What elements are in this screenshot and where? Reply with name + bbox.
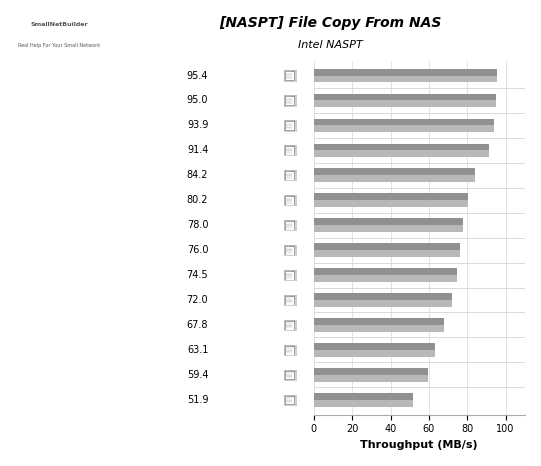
Bar <box>285 321 294 329</box>
Bar <box>314 219 464 225</box>
Bar <box>314 268 457 275</box>
Bar <box>314 243 459 257</box>
Bar <box>314 168 476 182</box>
Bar <box>285 221 294 230</box>
Bar <box>314 293 452 300</box>
Bar <box>285 371 294 379</box>
Text: 51.9: 51.9 <box>187 395 208 405</box>
Bar <box>285 346 294 355</box>
Bar <box>314 69 497 82</box>
Bar <box>285 296 294 305</box>
Text: 78.0: 78.0 <box>187 220 208 230</box>
Bar <box>314 219 464 232</box>
Bar <box>314 144 489 151</box>
Bar <box>314 168 476 175</box>
Bar <box>314 318 444 332</box>
Bar <box>314 393 413 400</box>
Bar <box>314 343 435 350</box>
Text: Intel NASPT: Intel NASPT <box>298 40 362 49</box>
Bar <box>285 196 294 205</box>
Bar <box>314 393 413 407</box>
Bar <box>285 71 294 80</box>
X-axis label: Throughput (MB/s): Throughput (MB/s) <box>360 440 478 450</box>
Bar <box>314 293 452 307</box>
Bar <box>314 368 428 382</box>
Text: 95.0: 95.0 <box>187 96 208 105</box>
Bar <box>314 193 467 207</box>
Bar <box>314 94 496 101</box>
Bar <box>314 343 435 357</box>
Text: 93.9: 93.9 <box>187 120 208 130</box>
Text: 67.8: 67.8 <box>187 320 208 330</box>
Text: 63.1: 63.1 <box>187 345 208 355</box>
Bar <box>285 396 294 404</box>
Bar <box>285 246 294 255</box>
Bar <box>314 118 494 132</box>
Bar <box>314 268 457 282</box>
Bar <box>314 318 444 325</box>
Text: 80.2: 80.2 <box>187 195 208 205</box>
Text: 91.4: 91.4 <box>187 145 208 155</box>
Text: 76.0: 76.0 <box>187 245 208 255</box>
Bar <box>285 96 294 105</box>
Bar <box>314 144 489 157</box>
Bar <box>314 69 497 75</box>
Bar <box>314 118 494 125</box>
Text: Real Help For Your Small Network: Real Help For Your Small Network <box>18 43 101 48</box>
Text: [NASPT] File Copy From NAS: [NASPT] File Copy From NAS <box>219 16 441 30</box>
Text: 72.0: 72.0 <box>187 295 208 305</box>
Text: 95.4: 95.4 <box>187 70 208 81</box>
Bar <box>285 271 294 280</box>
Bar <box>285 146 294 155</box>
Bar <box>285 171 294 180</box>
Bar <box>314 193 467 200</box>
Text: SmallNetBuilder: SmallNetBuilder <box>31 22 88 27</box>
Bar <box>285 121 294 130</box>
Text: 59.4: 59.4 <box>187 370 208 380</box>
Text: 74.5: 74.5 <box>187 270 208 280</box>
Bar <box>314 243 459 250</box>
Bar <box>314 368 428 375</box>
Bar <box>314 94 496 107</box>
Text: 84.2: 84.2 <box>187 170 208 180</box>
